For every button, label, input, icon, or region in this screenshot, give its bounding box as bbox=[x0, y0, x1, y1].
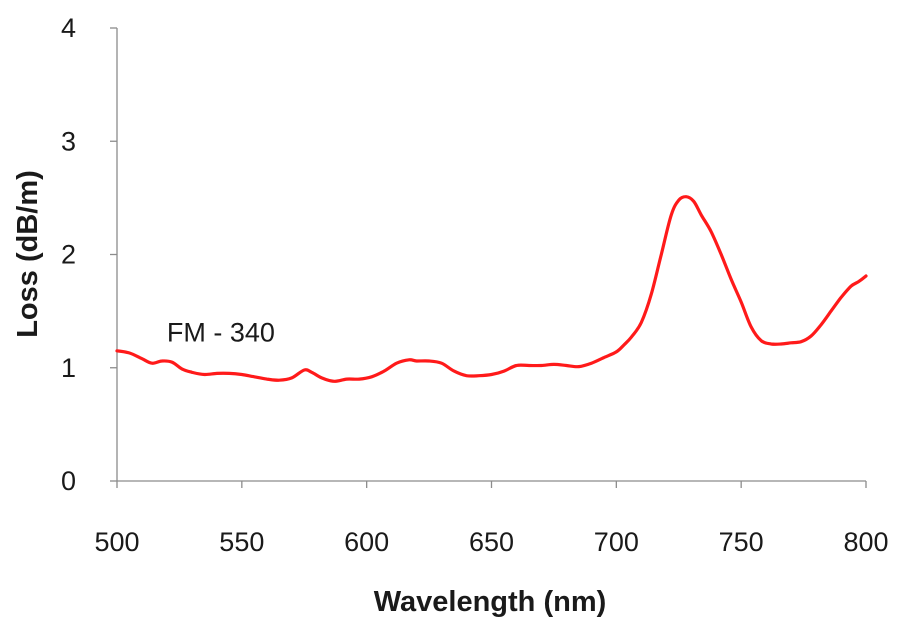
y-tick-label: 0 bbox=[61, 466, 76, 496]
y-tick-label: 1 bbox=[61, 353, 76, 383]
annotation-label: FM - 340 bbox=[167, 318, 275, 348]
x-tick-label: 800 bbox=[843, 527, 888, 557]
series-line-1 bbox=[115, 195, 868, 383]
x-tick-label: 700 bbox=[594, 527, 639, 557]
x-tick-labels: 500 550 600 650 700 750 800 bbox=[94, 527, 888, 557]
x-tick-label: 550 bbox=[219, 527, 264, 557]
x-tick-label: 600 bbox=[344, 527, 389, 557]
y-tick-label: 4 bbox=[61, 13, 76, 43]
axes bbox=[110, 27, 867, 488]
x-axis-title: Wavelength (nm) bbox=[374, 586, 607, 618]
y-tick-label: 3 bbox=[61, 126, 76, 156]
x-tick-label: 750 bbox=[719, 527, 764, 557]
x-tick-label: 650 bbox=[469, 527, 514, 557]
x-tick-label: 500 bbox=[94, 527, 139, 557]
series-group bbox=[115, 195, 868, 383]
y-axis-title: Loss (dB/m) bbox=[12, 170, 44, 338]
y-tick-label: 2 bbox=[61, 240, 76, 270]
y-tick-labels: 0 1 2 3 4 bbox=[61, 13, 76, 496]
